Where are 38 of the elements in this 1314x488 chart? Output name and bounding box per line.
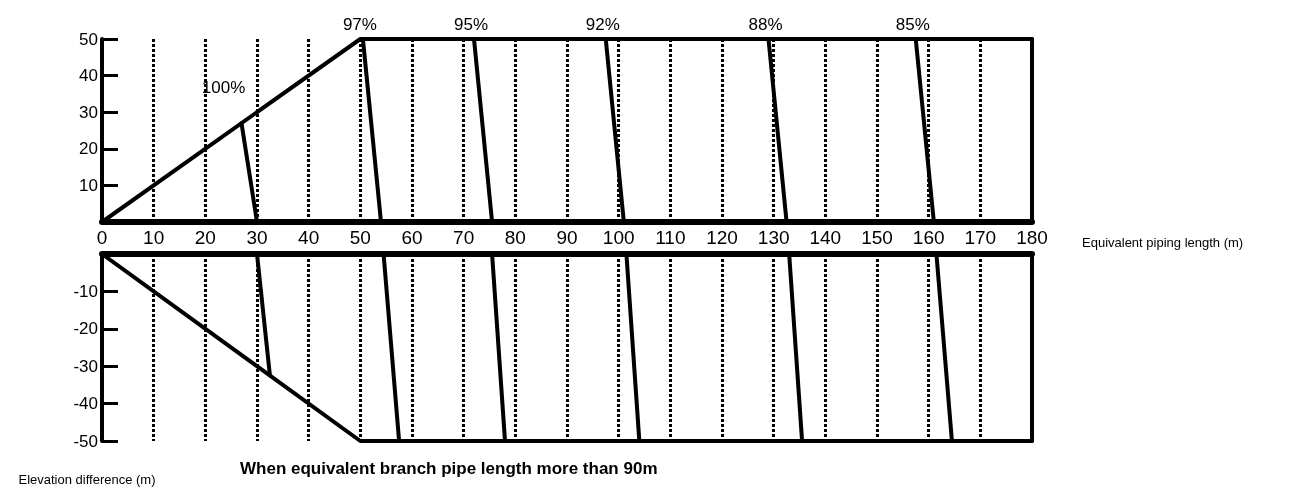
x-tick-label: 180 [1016, 227, 1048, 248]
series-label: 88% [748, 15, 783, 34]
series-label: 95% [453, 15, 489, 34]
x-tick-label: 0 [96, 227, 108, 248]
x-tick-label: 30 [246, 227, 268, 248]
y-tick-label: -10 [73, 281, 98, 301]
x-tick-label: 140 [809, 227, 842, 248]
x-tick-label: 50 [349, 227, 371, 248]
x-tick-label: 60 [401, 227, 423, 248]
y-tick-label: -20 [73, 319, 98, 339]
x-tick-label: 160 [912, 227, 945, 248]
x-tick-label: 80 [504, 227, 526, 248]
series-label: 92% [585, 15, 620, 34]
y-tick-label: 20 [79, 139, 98, 159]
y-tick-label: 30 [79, 102, 98, 122]
x-tick-label: 20 [194, 227, 216, 248]
y-tick-label: 40 [79, 66, 98, 86]
x-tick-label: 10 [143, 227, 165, 248]
y-tick-label: 10 [79, 175, 98, 195]
x-tick-label: 130 [757, 227, 790, 248]
series-label: 97% [342, 15, 377, 34]
x-tick-label: 40 [298, 227, 320, 248]
x-tick-label: 90 [556, 227, 578, 248]
x-tick-label: 100 [602, 227, 635, 248]
y-tick-label: -30 [73, 356, 98, 376]
x-axis-title: Equivalent piping length (m) [1082, 235, 1244, 250]
x-tick-label: 150 [861, 227, 893, 248]
x-tick-label: 70 [453, 227, 475, 248]
x-tick-label: 120 [706, 227, 738, 248]
text: When equivalent branch pipe length more than 90m [240, 459, 658, 478]
series-label: 85% [895, 15, 930, 34]
y-axis-title: Elevation difference (m) [18, 472, 156, 487]
series-label: 100% [201, 78, 246, 98]
x-tick-label: 110 [655, 227, 686, 248]
y-tick-label: -40 [73, 394, 98, 414]
x-tick-label: 170 [964, 227, 997, 248]
y-tick-label: -50 [73, 431, 98, 451]
y-tick-label: 50 [79, 29, 98, 49]
